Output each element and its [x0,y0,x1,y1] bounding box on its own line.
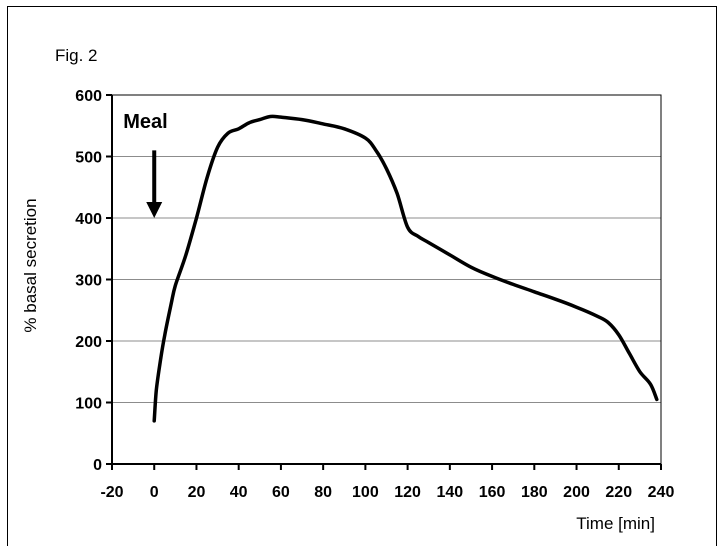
x-tick-label: 160 [479,484,506,501]
x-tick-label: 200 [563,484,590,501]
x-tick-label: 60 [272,484,290,501]
x-tick-label: 180 [521,484,548,501]
x-tick-label: 40 [230,484,248,501]
x-tick-label: 240 [648,484,675,501]
figure-frame [7,6,717,546]
y-tick-label: 500 [75,150,102,167]
x-tick-label: 220 [605,484,632,501]
y-tick-label: 100 [75,396,102,413]
x-tick-label: 80 [314,484,332,501]
x-tick-label: 0 [150,484,159,501]
y-tick-label: 300 [75,273,102,290]
meal-arrow [146,150,163,218]
x-axis-title: Time [min] [576,514,655,533]
series-line [152,114,659,423]
x-axis: -20 0 20 40 60 80 100 120 140 160 180 200 220 240 [100,464,674,501]
y-tick-label: 600 [75,88,102,105]
y-tick-label: 0 [93,457,102,474]
x-tick-label: 100 [352,484,379,501]
x-tick-label: 120 [394,484,421,501]
figure-label: Fig. 2 [55,46,98,65]
gridlines [112,94,661,403]
y-axis-title: % basal secretion [21,198,40,332]
y-axis: 0 100 200 300 400 500 600 [75,88,112,474]
x-tick-label: -20 [100,484,123,501]
y-tick-label: 200 [75,334,102,351]
y-tick-label: 400 [75,211,102,228]
x-tick-label: 140 [436,484,463,501]
x-tick-label: 20 [188,484,206,501]
meal-annotation: Meal [123,111,167,133]
